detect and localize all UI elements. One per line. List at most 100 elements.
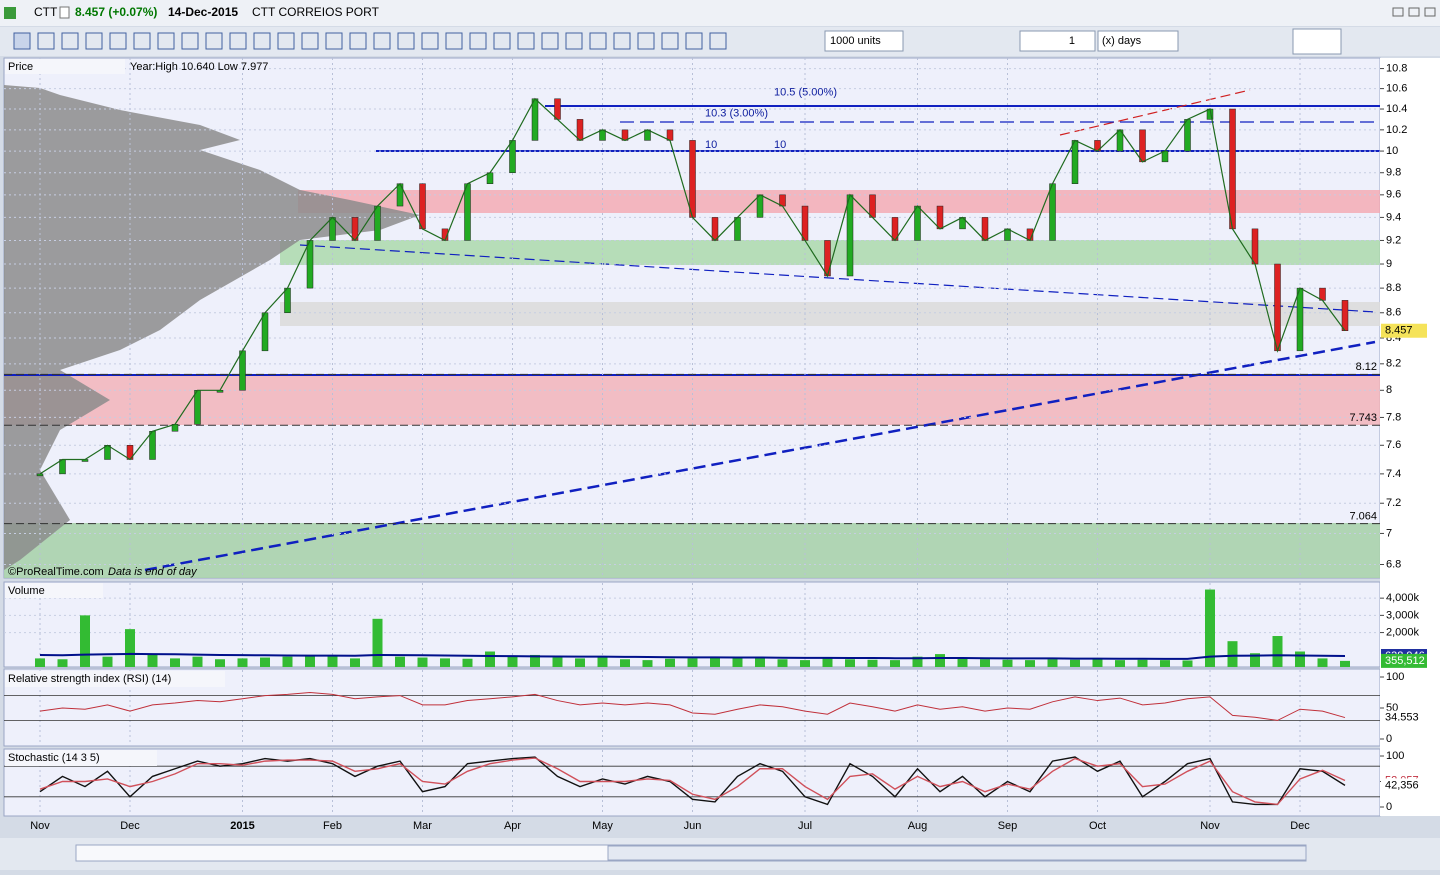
tool-button[interactable] bbox=[109, 32, 127, 50]
tool-button[interactable] bbox=[205, 32, 223, 50]
count-input[interactable] bbox=[1019, 30, 1096, 52]
x-tick-label: Dec bbox=[120, 820, 140, 832]
y-tick-label: 7.4 bbox=[1386, 468, 1401, 480]
tool-button[interactable] bbox=[85, 32, 103, 50]
tool-button[interactable] bbox=[61, 32, 79, 50]
info-icon[interactable] bbox=[59, 6, 70, 19]
volume-bar bbox=[530, 654, 540, 667]
units-select[interactable] bbox=[824, 30, 904, 52]
series-line bbox=[39, 652, 1346, 660]
y-tick-label: 9 bbox=[1386, 258, 1392, 270]
tool-button[interactable] bbox=[637, 32, 655, 50]
volume-bar bbox=[327, 655, 338, 667]
volume-bar bbox=[710, 656, 720, 667]
tool-button[interactable] bbox=[709, 32, 727, 50]
volume-bar bbox=[462, 658, 473, 667]
tool-button[interactable] bbox=[37, 32, 55, 50]
candle bbox=[374, 205, 381, 241]
y-tick-label: 8 bbox=[1386, 384, 1392, 396]
volume-tag-box bbox=[1381, 653, 1427, 668]
tool-button[interactable] bbox=[373, 32, 391, 50]
volume-title-box bbox=[5, 583, 103, 598]
tool-button[interactable] bbox=[661, 32, 679, 50]
tool-button[interactable] bbox=[181, 32, 199, 50]
y-tick-label: 2,000k bbox=[1386, 626, 1420, 638]
tool-button[interactable] bbox=[349, 32, 367, 50]
volume-bar bbox=[642, 660, 653, 667]
volume-profile bbox=[4, 85, 420, 570]
plots: Nov Dec 2015 Feb Mar Apr May Jun Jul Aug Sep Oct Nov… bbox=[4, 58, 1427, 832]
candle bbox=[554, 98, 561, 120]
volume-bar bbox=[1092, 658, 1103, 667]
volume-bar bbox=[170, 658, 180, 667]
volume-bar bbox=[665, 658, 675, 667]
price-range: Year:High 10.640 Low 7.977 bbox=[130, 61, 268, 73]
tool-button[interactable] bbox=[301, 32, 319, 50]
minimize[interactable] bbox=[1392, 7, 1404, 17]
tool-button[interactable] bbox=[493, 32, 511, 50]
candle bbox=[576, 119, 584, 141]
candle bbox=[419, 183, 426, 230]
tool-button[interactable] bbox=[541, 32, 559, 50]
tool-button[interactable] bbox=[133, 32, 151, 50]
tool-button[interactable] bbox=[685, 32, 703, 50]
y-tick-label: 7 bbox=[1386, 527, 1392, 539]
volume-bar bbox=[350, 658, 360, 667]
volume-bar bbox=[575, 658, 585, 667]
scroll-thumb[interactable] bbox=[607, 845, 1307, 861]
volume-bar bbox=[822, 658, 833, 667]
candle bbox=[936, 205, 944, 230]
tool-button[interactable] bbox=[613, 32, 631, 50]
series-line bbox=[39, 757, 1346, 806]
x-tick-label: Dec bbox=[1290, 820, 1310, 832]
tool-button[interactable] bbox=[445, 32, 463, 50]
tool-button[interactable] bbox=[157, 32, 175, 50]
volume-bar bbox=[1340, 660, 1350, 667]
annotation: 10.3 (3.00%) bbox=[705, 107, 768, 119]
series-line bbox=[39, 97, 1346, 475]
candle bbox=[59, 459, 66, 475]
tool-button[interactable] bbox=[397, 32, 415, 50]
restore[interactable] bbox=[1408, 7, 1420, 17]
candle bbox=[104, 445, 111, 460]
tool-button[interactable] bbox=[253, 32, 271, 50]
panel-title: Price bbox=[8, 61, 33, 73]
x-tick-label: Sep bbox=[998, 820, 1018, 832]
candle bbox=[1319, 287, 1326, 301]
symbol[interactable]: CTT bbox=[34, 5, 58, 19]
tool-button[interactable] bbox=[469, 32, 487, 50]
candle bbox=[194, 390, 201, 425]
tool-button[interactable] bbox=[421, 32, 439, 50]
volume-bar bbox=[57, 659, 68, 667]
candle bbox=[1296, 287, 1304, 352]
x-tick-label: Jul bbox=[798, 820, 812, 832]
y-tick-label: 0 bbox=[1386, 733, 1392, 745]
volume-bar bbox=[890, 660, 900, 667]
x-tick-label: Oct bbox=[1089, 820, 1106, 832]
period-select[interactable] bbox=[1097, 30, 1179, 52]
x-tick-label: Mar bbox=[413, 820, 432, 832]
volume-bar bbox=[755, 658, 765, 667]
volume-bar bbox=[980, 659, 990, 667]
candle bbox=[464, 183, 471, 241]
annotation: 10 bbox=[774, 139, 786, 151]
candle bbox=[914, 205, 921, 241]
title-bar bbox=[0, 0, 1440, 26]
tool-button[interactable] bbox=[13, 32, 31, 50]
volume-tag: 355,512 bbox=[1385, 655, 1425, 667]
tool-button[interactable] bbox=[229, 32, 247, 50]
tool-button[interactable] bbox=[565, 32, 583, 50]
tool-button[interactable] bbox=[589, 32, 607, 50]
close[interactable] bbox=[1424, 7, 1436, 17]
y-tick-label: 10.2 bbox=[1386, 124, 1407, 136]
tool-button[interactable] bbox=[277, 32, 295, 50]
chart-type-button[interactable] bbox=[1292, 28, 1342, 55]
volume-bar bbox=[147, 654, 158, 667]
y-tick-label: 9.6 bbox=[1386, 189, 1401, 201]
tool-button[interactable] bbox=[517, 32, 535, 50]
date: 14-Dec-2015 bbox=[168, 5, 238, 19]
tool-button[interactable] bbox=[325, 32, 343, 50]
x-tick-label: Apr bbox=[504, 820, 521, 832]
volume-bar bbox=[485, 651, 495, 667]
